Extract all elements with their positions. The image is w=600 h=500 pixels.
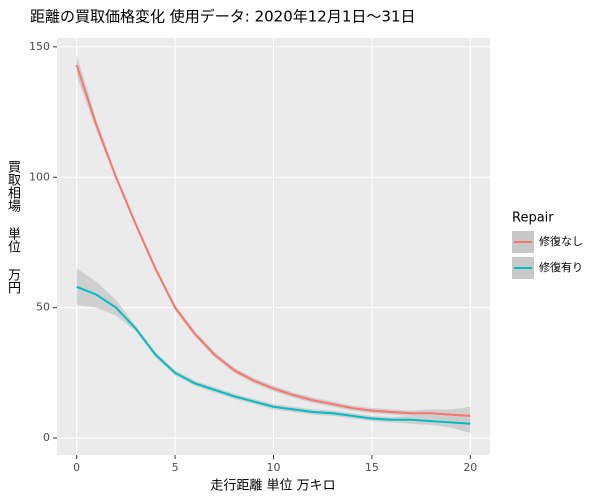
y-tick-label: 50 <box>36 301 50 314</box>
x-tick-label: 20 <box>463 461 477 474</box>
chart-title: 距離の買取価格変化 使用データ: 2020年12月1日～31日 <box>30 8 415 26</box>
legend-label: 修復なし <box>539 234 583 248</box>
line <box>76 285 471 425</box>
x-tick-label: 10 <box>267 461 281 474</box>
legend-title: Repair <box>512 211 554 226</box>
x-tick-label: 15 <box>365 461 379 474</box>
y-tick-label: 0 <box>43 431 50 444</box>
y-tick-label: 100 <box>29 170 50 183</box>
legend-label: 修復有り <box>539 260 583 274</box>
x-axis-label: 走行距離 単位 万キロ <box>210 478 335 494</box>
x-tick-label: 0 <box>73 461 80 474</box>
y-tick-label: 150 <box>29 40 50 53</box>
y-axis-label: 買取相場 単位 万円 <box>5 160 20 294</box>
x-tick-label: 5 <box>172 461 179 474</box>
line <box>75 64 471 417</box>
